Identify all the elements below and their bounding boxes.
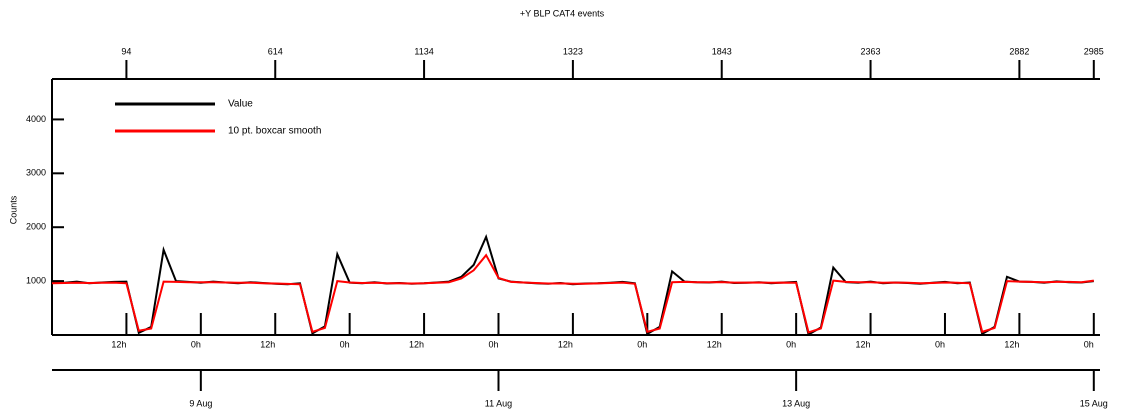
x-tick-label: 12h: [111, 339, 126, 349]
top-tick-label: 2985: [1084, 46, 1104, 56]
y-tick-label: 2000: [26, 222, 46, 232]
x-tick-label: 0h: [1084, 339, 1094, 349]
chart-title: +Y BLP CAT4 events: [520, 8, 605, 18]
y-tick-label: 1000: [26, 275, 46, 285]
legend-label: 10 pt. boxcar smooth: [228, 126, 321, 137]
top-tick-label: 1134: [414, 46, 433, 56]
x-tick-label: 12h: [409, 339, 424, 349]
x-tick-label: 12h: [707, 339, 722, 349]
top-tick-label: 2882: [1009, 46, 1029, 56]
x-tick-label: 0h: [935, 339, 945, 349]
x-tick-label: 0h: [191, 339, 201, 349]
x-tick-label: 0h: [340, 339, 350, 349]
top-tick-label: 1323: [563, 46, 583, 56]
date-tick-label: 13 Aug: [782, 398, 810, 408]
x-tick-label: 12h: [558, 339, 573, 349]
y-tick-label: 3000: [26, 168, 46, 178]
date-tick-label: 11 Aug: [485, 398, 512, 408]
top-tick-label: 614: [268, 46, 283, 56]
x-tick-label: 12h: [856, 339, 871, 349]
date-tick-label: 15 Aug: [1080, 398, 1108, 408]
top-tick-label: 1843: [712, 46, 732, 56]
top-tick-label: 94: [121, 46, 131, 56]
legend-label: Value: [228, 99, 253, 110]
x-tick-label: 12h: [260, 339, 275, 349]
top-tick-label: 2363: [861, 46, 881, 56]
x-tick-label: 12h: [1004, 339, 1019, 349]
x-tick-label: 0h: [488, 339, 498, 349]
date-tick-label: 9 Aug: [189, 398, 212, 408]
y-axis-label: Counts: [8, 195, 18, 224]
y-tick-label: 4000: [26, 114, 46, 124]
x-tick-label: 0h: [786, 339, 796, 349]
x-tick-label: 0h: [637, 339, 647, 349]
series-line: [51, 253, 1094, 334]
